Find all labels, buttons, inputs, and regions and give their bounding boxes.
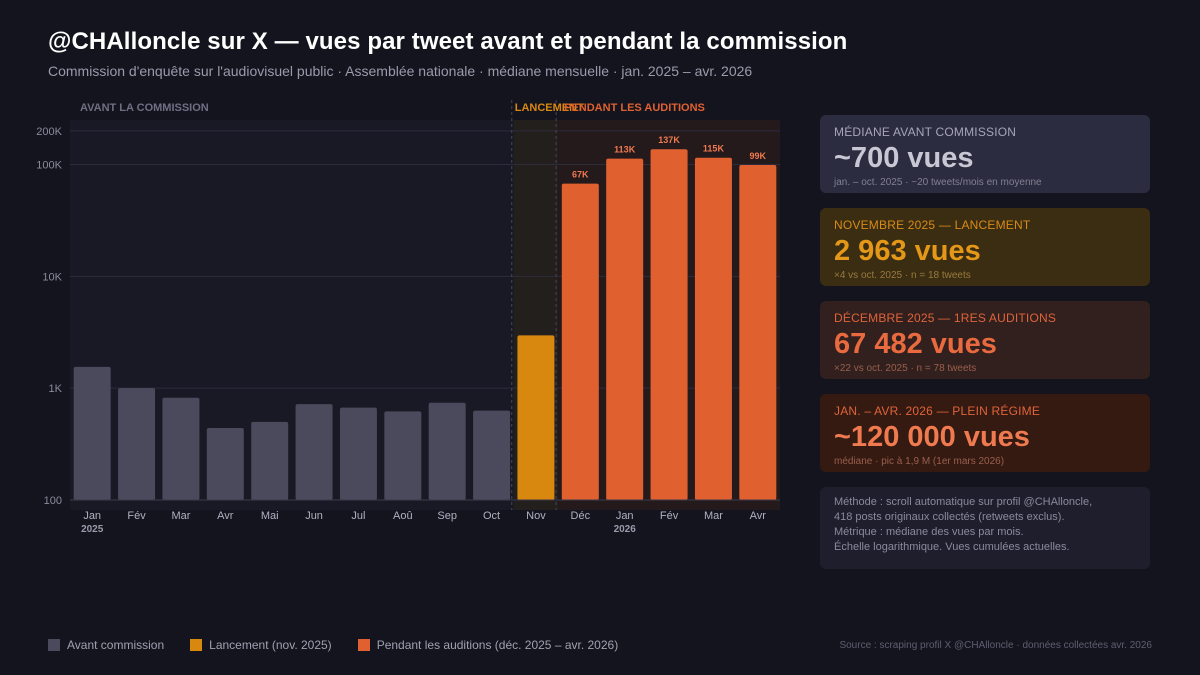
card-value: 67 482 vues [834, 328, 997, 360]
bar-2 [162, 397, 200, 500]
x-tick-label: Mar [171, 510, 190, 522]
method-line: 418 posts originaux collectés (retweets … [834, 511, 1065, 523]
card-november-launch: NOVEMBRE 2025 — LANCEMENT 2 963 vues ×4 … [820, 208, 1150, 286]
card-value: ~120 000 vues [834, 421, 1030, 453]
bar-9 [473, 410, 511, 500]
bar-3 [206, 428, 244, 500]
card-note: ×22 vs oct. 2025 · n = 78 tweets [834, 363, 977, 374]
x-tick-label: Jan [83, 510, 101, 522]
y-tick-label: 100 [44, 495, 62, 507]
legend-swatch [48, 639, 60, 651]
card-median-before: MÉDIANE AVANT COMMISSION ~700 vues jan. … [820, 115, 1150, 193]
bar-6 [339, 407, 377, 500]
phase-label-during: PENDANT LES AUDITIONS [564, 102, 705, 114]
bar-5 [295, 404, 333, 500]
method-line: Métrique : médiane des vues par mois. [834, 526, 1024, 538]
x-tick-label: Jan [616, 510, 634, 522]
card-label: MÉDIANE AVANT COMMISSION [834, 125, 1017, 139]
legend-label: Lancement (nov. 2025) [209, 638, 332, 652]
card-label: JAN. – AVR. 2026 — PLEIN RÉGIME [834, 404, 1041, 418]
bar-11 [561, 183, 599, 500]
y-tick-label: 200K [36, 126, 62, 138]
legend-swatch [190, 639, 203, 651]
x-tick-label: Avr [750, 510, 767, 522]
bar-10 [517, 335, 555, 500]
y-tick-label: 1K [49, 383, 63, 395]
x-tick-label: Avr [217, 510, 234, 522]
bar-12 [606, 158, 644, 500]
card-label: DÉCEMBRE 2025 — 1RES AUDITIONS [834, 311, 1057, 325]
x-tick-label: Mar [704, 510, 723, 522]
legend-swatch [357, 639, 370, 651]
card-value: ~700 vues [834, 142, 974, 174]
page-subtitle: Commission d'enquête sur l'audiovisuel p… [48, 63, 753, 79]
data-label: 113K [614, 145, 636, 155]
card-note: médiane · pic à 1,9 M (1er mars 2026) [834, 456, 1005, 467]
method-line: Méthode : scroll automatique sur profil … [834, 496, 1093, 508]
year-label: 2025 [81, 524, 104, 535]
y-tick-label: 10K [42, 271, 62, 283]
bar-13 [650, 149, 688, 500]
bar-chart: 100 1K 10K 100K 200K AVANT LA COMMISSION LANCE… [36, 100, 780, 535]
data-label: 137K [658, 135, 680, 145]
legend-label: Pendant les auditions (déc. 2025 – avr. … [376, 638, 619, 652]
bar-4 [251, 421, 289, 500]
bar-8 [428, 402, 466, 500]
bar-14 [694, 157, 732, 501]
x-tick-label: Jun [305, 510, 323, 522]
card-value: 2 963 vues [834, 235, 981, 267]
x-tick-label: Oct [483, 510, 500, 522]
phase-label-before: AVANT LA COMMISSION [80, 102, 209, 114]
bar-1 [118, 388, 156, 500]
chart-legend: Avant commission Lancement (nov. 2025) P… [48, 638, 644, 652]
bar-15 [739, 164, 777, 501]
x-tick-label: Déc [571, 510, 591, 522]
source-note: Source : scraping profil X @CHAlloncle ·… [839, 640, 1152, 651]
data-label: 67K [572, 170, 589, 180]
x-tick-label: Mai [261, 510, 279, 522]
x-tick-label: Sep [437, 510, 457, 522]
x-tick-label: Aoû [393, 510, 413, 522]
phase-label-launch: LANCEMENT [515, 102, 584, 114]
page-title: @CHAlloncle sur X — vues par tweet avant… [48, 28, 848, 55]
card-label: NOVEMBRE 2025 — LANCEMENT [834, 218, 1031, 232]
x-tick-label: Fév [127, 510, 146, 522]
legend-item-launch: Lancement (nov. 2025) [190, 638, 332, 652]
data-label: 115K [703, 144, 725, 154]
x-tick-label: Jul [351, 510, 365, 522]
card-note: jan. – oct. 2025 · ~20 tweets/mois en mo… [834, 177, 1042, 188]
method-line: Échelle logarithmique. Vues cumulées act… [834, 541, 1070, 553]
bar-7 [384, 411, 422, 500]
card-full-regime: JAN. – AVR. 2026 — PLEIN RÉGIME ~120 000… [820, 394, 1150, 472]
card-note: ×4 vs oct. 2025 · n = 18 tweets [834, 270, 971, 281]
method-note: Méthode : scroll automatique sur profil … [820, 487, 1150, 569]
data-label: 99K [750, 151, 767, 161]
x-tick-label: Fév [660, 510, 679, 522]
bar-0 [73, 366, 111, 500]
card-december-hearings: DÉCEMBRE 2025 — 1RES AUDITIONS 67 482 vu… [820, 301, 1150, 379]
legend-label: Avant commission [67, 638, 165, 652]
legend-item-before: Avant commission [48, 638, 164, 652]
x-tick-label: Nov [526, 510, 546, 522]
legend-item-during: Pendant les auditions (déc. 2025 – avr. … [357, 638, 619, 652]
y-tick-label: 100K [36, 160, 62, 172]
year-label: 2026 [614, 524, 637, 535]
